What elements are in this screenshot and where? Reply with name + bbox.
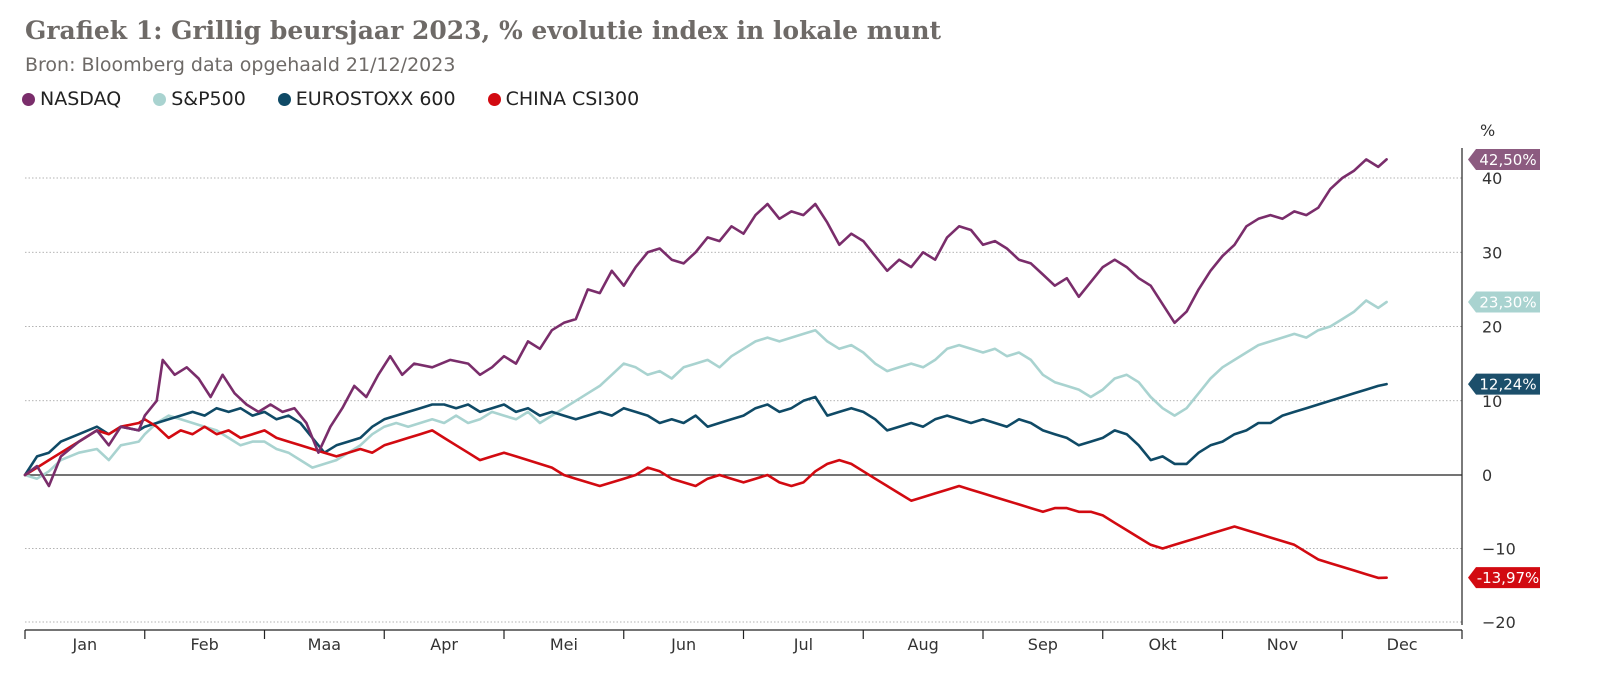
end-label-eurostoxx: 12,24%	[1468, 373, 1540, 395]
series-line-csi300	[23, 418, 1388, 580]
legend-label-sp500: S&P500	[171, 88, 246, 110]
chart-subtitle: Bron: Bloomberg data opgehaald 21/12/202…	[25, 54, 456, 76]
legend-label-csi300: CHINA CSI300	[505, 88, 640, 110]
end-label-tag	[1468, 373, 1540, 395]
end-label-text: 12,24%	[1479, 376, 1536, 394]
x-tick-label: Mei	[550, 635, 578, 654]
y-axis-unit: %	[1480, 121, 1495, 140]
y-tick-label: −20	[1482, 613, 1516, 632]
legend-item-eurostoxx: EUROSTOXX 600	[277, 88, 456, 110]
chart-legend: NASDAQ S&P500 EUROSTOXX 600 CHINA CSI300	[22, 88, 639, 110]
axis-layer: 40 30 20 10 0 −10 −20% Jan Feb Maa Apr Mei Jun Jul Aug…	[24, 121, 1516, 654]
x-tick-label: Jul	[793, 635, 813, 654]
end-label-tag	[1468, 291, 1540, 313]
end-label-text: -13,97%	[1477, 569, 1540, 587]
x-tick-label: Jan	[72, 635, 98, 654]
legend-marker-eurostoxx	[277, 92, 291, 106]
y-tick-label: 30	[1482, 243, 1502, 262]
legend-item-sp500: S&P500	[153, 88, 246, 110]
legend-marker-nasdaq	[22, 92, 35, 106]
series-line-eurostoxx	[23, 382, 1388, 477]
y-tick-label: 10	[1482, 392, 1502, 411]
legend-item-nasdaq: NASDAQ	[22, 88, 121, 110]
y-tick-label: −10	[1482, 540, 1516, 559]
series-line-nasdaq	[23, 158, 1388, 488]
x-tick-label: Feb	[190, 635, 218, 654]
x-tick-label: Jun	[670, 635, 696, 654]
label-layer: 42,50% 23,30% 12,24% -13,97%	[1468, 148, 1540, 589]
end-label-sp500: 23,30%	[1468, 291, 1540, 313]
x-tick-label: Apr	[430, 635, 458, 654]
x-tick-label: Sep	[1028, 635, 1058, 654]
x-tick-label: Maa	[308, 635, 341, 654]
legend-marker-sp500	[153, 92, 167, 106]
series-line-sp500	[23, 299, 1388, 480]
end-label-text: 23,30%	[1479, 293, 1536, 311]
end-label-tag	[1468, 148, 1540, 170]
y-tick-label: 20	[1482, 318, 1502, 337]
end-label-nasdaq: 42,50%	[1468, 148, 1540, 170]
x-tick-label: Okt	[1149, 635, 1177, 654]
x-tick-label: Aug	[908, 635, 939, 654]
legend-marker-csi300	[487, 92, 501, 106]
y-tick-label: 40	[1482, 169, 1502, 188]
end-label-tag	[1468, 567, 1540, 589]
grid-layer	[25, 177, 1462, 623]
legend-item-csi300: CHINA CSI300	[487, 88, 640, 110]
end-label-text: 42,50%	[1479, 151, 1536, 169]
end-label-csi300: -13,97%	[1468, 567, 1540, 589]
x-tick-label: Nov	[1267, 635, 1298, 654]
legend-label-nasdaq: NASDAQ	[40, 88, 122, 110]
series-layer	[23, 158, 1388, 580]
chart-title: Grafiek 1: Grillig beursjaar 2023, % evo…	[25, 16, 942, 45]
x-tick-label: Dec	[1387, 635, 1418, 654]
legend-label-eurostoxx: EUROSTOXX 600	[295, 88, 456, 110]
y-tick-label: 0	[1482, 466, 1492, 485]
